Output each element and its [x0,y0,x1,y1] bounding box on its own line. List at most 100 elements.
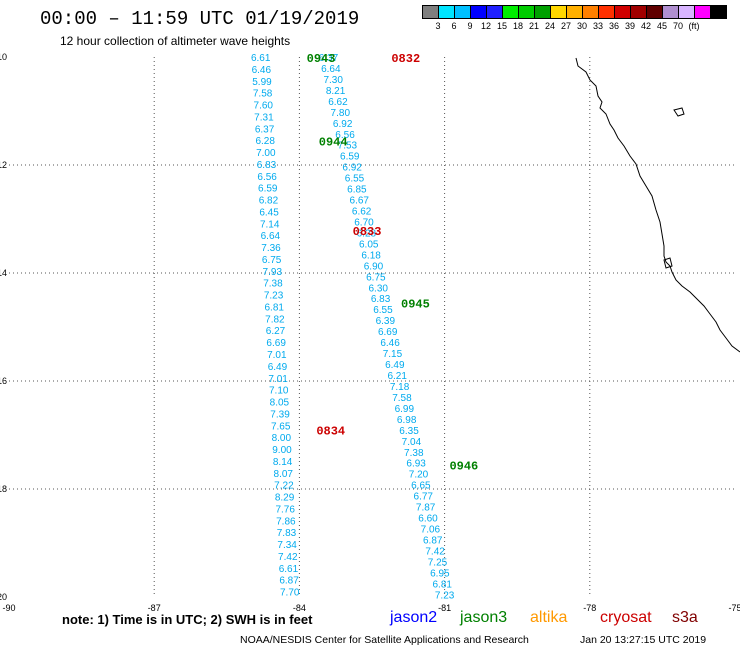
swh-value: 6.28 [255,136,275,147]
swh-value: 6.65 [411,481,431,492]
legend-label: 33 [592,21,604,31]
legend-label: 18 [512,21,524,31]
swh-value: 6.37 [255,124,275,135]
swh-value: 6.64 [321,64,341,75]
legend-label: 21 [528,21,540,31]
swh-value: 6.83 [371,294,391,305]
swh-value: 6.61 [251,53,271,64]
swh-value: 6.70 [354,217,374,228]
legend-label: 27 [560,21,572,31]
swh-value: 7.30 [323,75,343,86]
satellite-legend-s3a: s3a [672,609,698,626]
axis-labels: -10 -12 -14 -16 -18 -20-90 -87 -84 -81 -78 -75 [0,52,740,613]
swh-value: 6.77 [414,492,434,503]
time-marker: 0946 [449,460,478,474]
lat-label: -18 [0,484,7,494]
swh-value: 6.56 [335,130,355,141]
swh-value: 7.18 [390,382,410,393]
swh-value: 7.04 [402,437,422,448]
swh-value: 7.38 [404,448,424,459]
swh-value: 7.06 [421,525,441,536]
map-grid [9,57,735,597]
swh-value: 7.38 [263,279,283,290]
swh-value: 7.76 [275,504,295,515]
legend-label: 70 [672,21,684,31]
swh-value: 6.21 [387,371,407,382]
swh-value: 8.05 [270,398,290,409]
time-markers: 0943 0832 0944 0833 0945 0834 0946 [307,52,479,474]
time-marker: 0833 [353,225,382,239]
legend-label: 9 [467,21,473,31]
swh-value: 7.86 [276,516,296,527]
map-subtitle: 12 hour collection of altimeter wave hei… [60,34,291,48]
swh-value: 6.35 [399,426,419,437]
swh-value: 6.87 [279,576,299,587]
swh-value: 6.81 [264,302,284,313]
swh-value: 6.81 [432,579,452,590]
satellite-legend-altika: altika [530,609,568,626]
swh-value: 6.82 [259,196,279,207]
swh-value: 6.61 [279,564,299,575]
satellite-legend-jason3: jason3 [460,609,508,626]
footer-timestamp: Jan 20 13:27:15 UTC 2019 [580,634,707,646]
legend-label: 45 [656,21,668,31]
swh-value: 7.01 [268,374,288,385]
swh-value: 8.21 [326,86,346,97]
swh-value: 6.64 [261,231,281,242]
legend-unit: (ft) [688,21,700,31]
lon-label: -87 [148,603,161,613]
lat-label: -12 [0,160,7,170]
footer-credit: NOAA/NESDIS Center for Satellite Applica… [240,634,529,646]
swh-value: 8.00 [272,433,292,444]
legend-label: 36 [608,21,620,31]
legend-swatch [710,5,727,19]
swh-value: 6.59 [258,184,278,195]
swh-value: 7.82 [265,314,285,325]
swh-value: 6.45 [259,207,279,218]
swh-value: 6.62 [352,207,372,218]
lat-label: -14 [0,268,7,278]
swh-value: 6.39 [376,316,396,327]
swh-value: 7.58 [253,89,273,100]
swh-value: 7.15 [383,349,403,360]
swh-value: 8.29 [275,493,295,504]
swh-value: 7.23 [435,590,455,601]
swh-value: 6.75 [366,272,386,283]
swh-value: 6.83 [257,160,277,171]
satellite-legend-cryosat: cryosat [600,609,652,626]
swh-value: 7.10 [269,386,289,397]
swh-value: 7.80 [331,108,351,119]
time-marker: 0943 [307,52,336,66]
legend-label: 42 [640,21,652,31]
swh-value: 6.85 [347,185,367,196]
swh-value: 6.56 [257,172,277,183]
lon-label: -81 [438,603,451,613]
swh-value: 7.01 [267,350,287,361]
lon-label: -75 [728,603,740,613]
satellite-legend-jason2: jason2 [390,609,438,626]
swh-value: 7.65 [271,421,291,432]
swh-value: 6.90 [364,261,384,272]
swh-value: 6.87 [423,535,443,546]
swh-value: 6.27 [266,326,286,337]
swh-value: 7.60 [254,101,274,112]
time-marker: 0834 [316,425,345,439]
swh-value: 7.31 [254,112,274,123]
swh-value: 6.98 [397,415,417,426]
lat-label: -10 [0,52,7,62]
legend-label: 39 [624,21,636,31]
swh-value: 7.70 [280,588,300,599]
map-frame [9,57,735,597]
swh-value: 9.00 [272,445,292,456]
swh-value: 7.23 [264,291,284,302]
legend-label: 6 [451,21,457,31]
swh-value: 6.69 [266,338,286,349]
swh-value: 6.55 [373,305,393,316]
swh-value: 6.37 [319,53,339,64]
lon-label: -78 [583,603,596,613]
swh-value: 6.59 [340,152,360,163]
swh-value: 7.00 [256,148,276,159]
swh-value: 7.42 [278,552,298,563]
color-legend [422,5,727,19]
swh-value: 7.93 [263,267,283,278]
